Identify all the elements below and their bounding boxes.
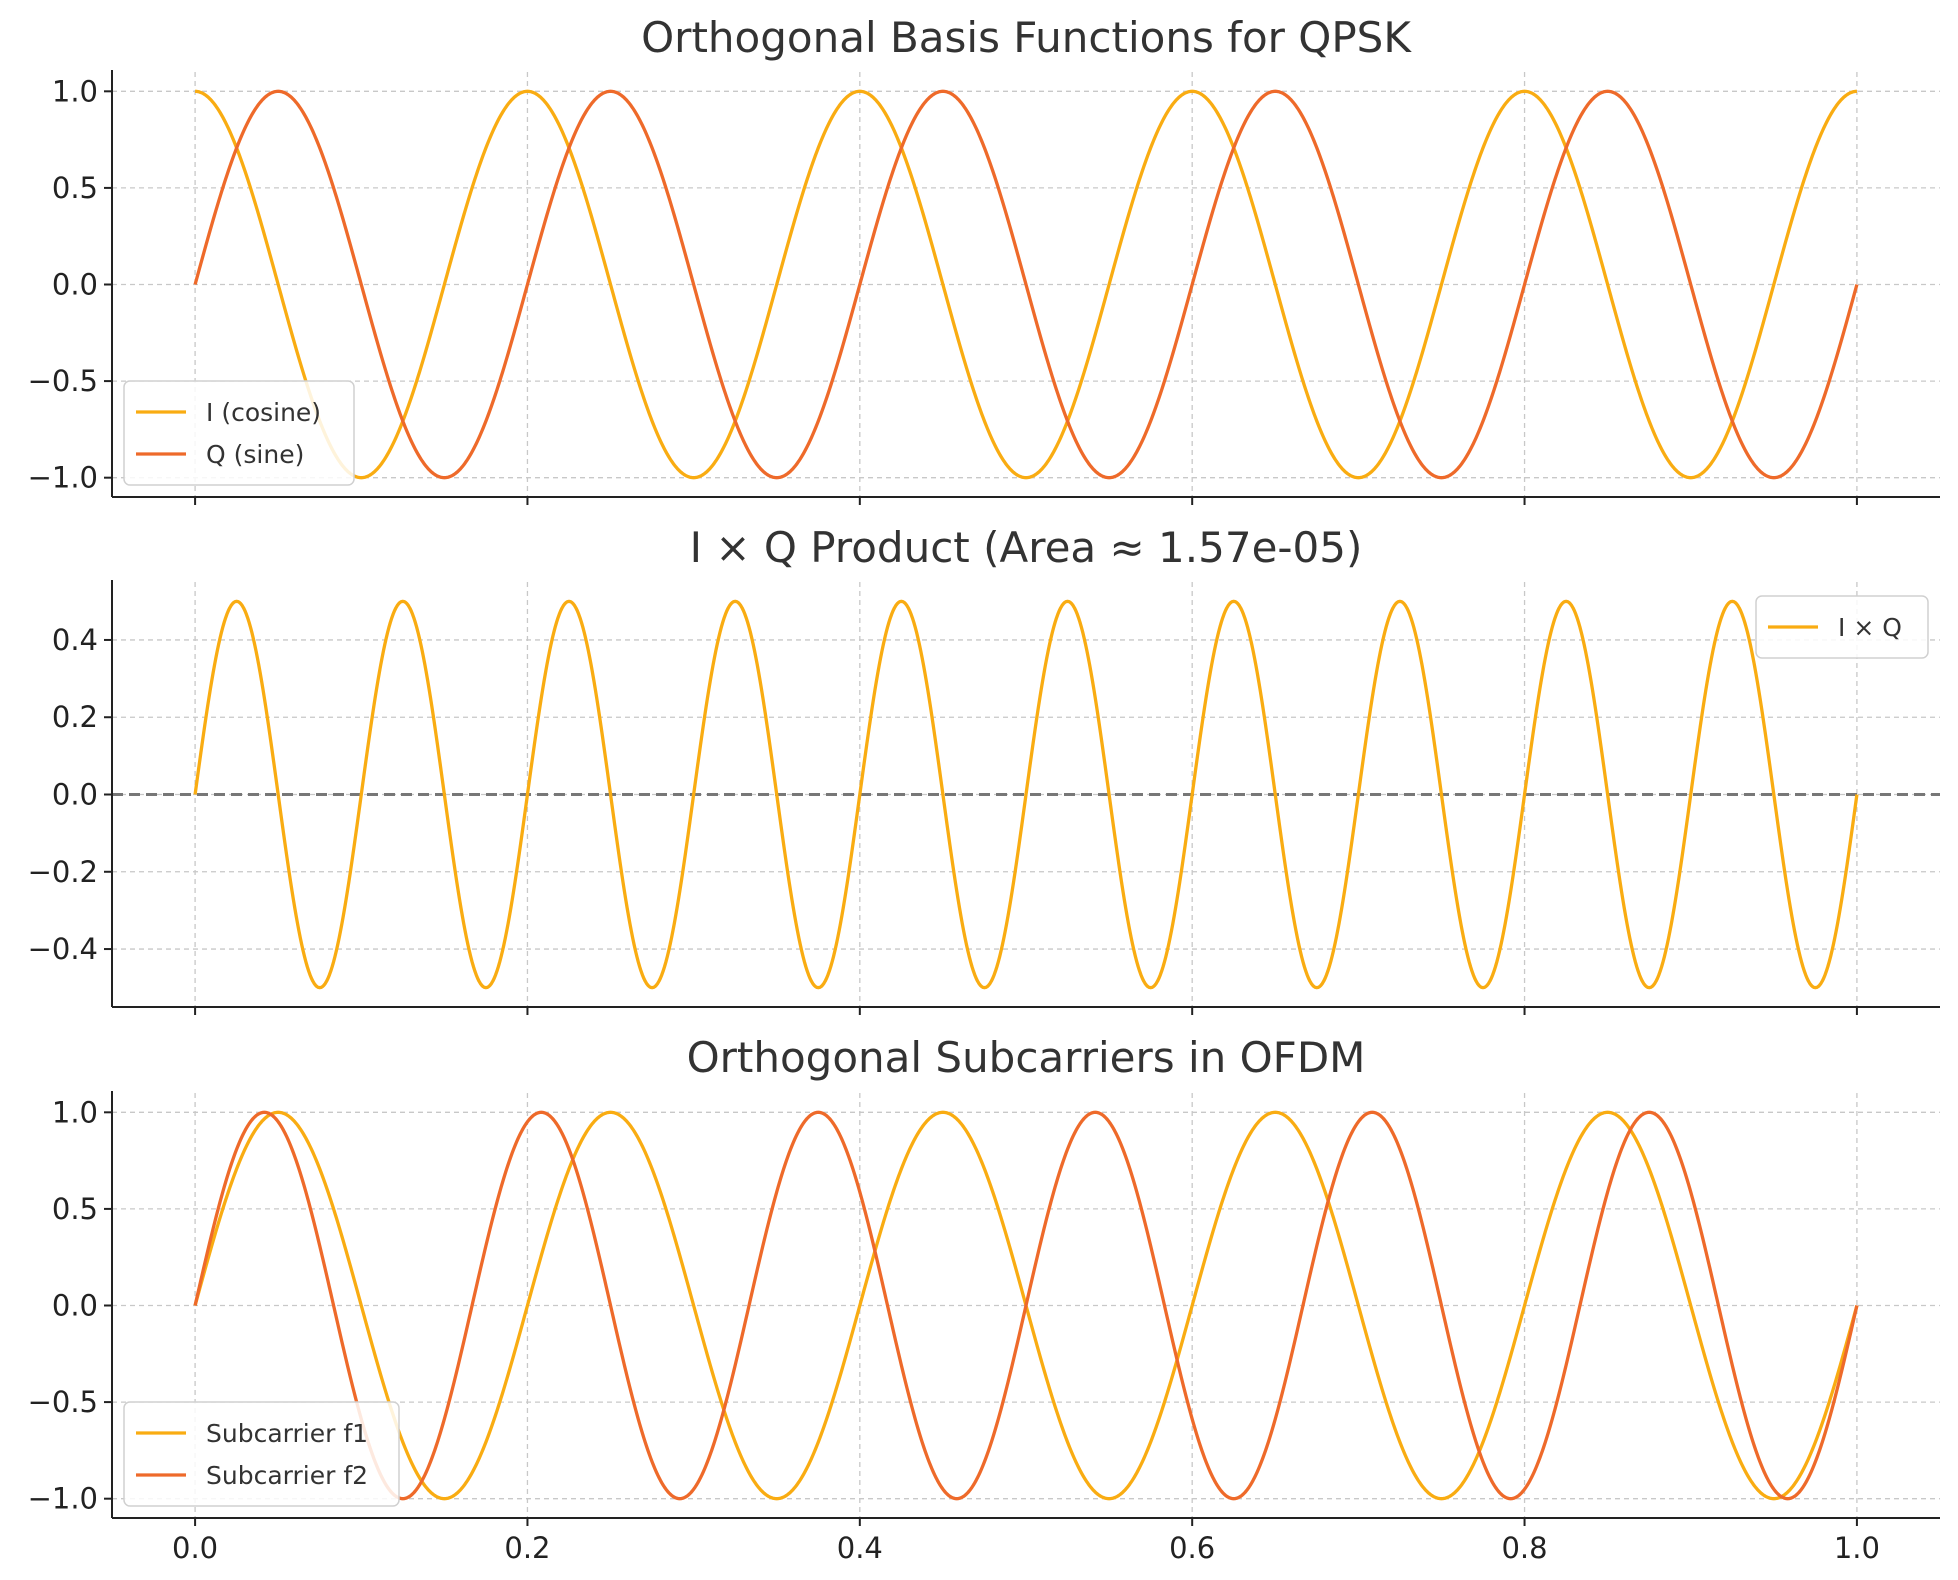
y-tick-label: 0.0: [52, 778, 98, 812]
x-tick-label: 0.4: [837, 1531, 883, 1565]
panel-2-title: I × Q Product (Area ≈ 1.57e-05): [690, 523, 1363, 572]
y-tick-label: 1.0: [52, 1095, 98, 1129]
legend-label: I × Q: [1838, 613, 1902, 642]
series-line-i-q: [193, 599, 1859, 990]
panel-3: Orthogonal Subcarriers in OFDM 1.0 0.5 0.0 −…: [28, 1033, 1940, 1565]
legend: I (cosine) Q (sine): [123, 380, 355, 486]
y-tick-label: 0.5: [52, 1192, 98, 1226]
panel-1-title: Orthogonal Basis Functions for QPSK: [641, 13, 1412, 62]
legend-box: [1755, 595, 1929, 659]
legend-label: I (cosine): [206, 398, 321, 427]
legend-label: Q (sine): [206, 440, 304, 469]
legend: I × Q: [1755, 595, 1929, 659]
y-tick-label: −1.0: [28, 461, 98, 495]
y-tick-label: 0.0: [52, 1289, 98, 1323]
panel-1: Orthogonal Basis Functions for QPSK 1.0 0.…: [28, 13, 1940, 505]
x-tick-label: 0.6: [1169, 1531, 1215, 1565]
y-tick-label: −0.4: [28, 932, 98, 966]
y-tick-label: 0.2: [52, 700, 98, 734]
y-tick-label: −0.5: [28, 364, 98, 398]
series-line-i-cosine: [194, 89, 1858, 480]
legend: Subcarrier f1 Subcarrier f2: [123, 1401, 400, 1507]
panel-2: I × Q Product (Area ≈ 1.57e-05) 0.4 0.2 0.0…: [28, 523, 1940, 1015]
y-tick-label: 1.0: [52, 74, 98, 108]
y-tick-label: 0.5: [52, 171, 98, 205]
legend-box: [123, 380, 355, 486]
y-tick-label: −0.2: [28, 855, 98, 889]
y-tick-label: 0.0: [52, 268, 98, 302]
x-tick-label: 0.0: [172, 1531, 218, 1565]
y-tick-label: −0.5: [28, 1385, 98, 1419]
y-tick-label: −1.0: [28, 1482, 98, 1516]
x-tick-label: 1.0: [1834, 1531, 1880, 1565]
x-tick-label: 0.8: [1501, 1531, 1547, 1565]
y-tick-label: 0.4: [52, 623, 98, 657]
legend-label: Subcarrier f2: [206, 1461, 368, 1490]
x-tick-label: 0.2: [504, 1531, 550, 1565]
series-line-q-sine: [193, 89, 1859, 480]
series-line-subcarrier-f2: [193, 1110, 1859, 1501]
panel-3-title: Orthogonal Subcarriers in OFDM: [687, 1033, 1366, 1082]
legend-box: [123, 1401, 400, 1507]
legend-label: Subcarrier f1: [206, 1419, 368, 1448]
